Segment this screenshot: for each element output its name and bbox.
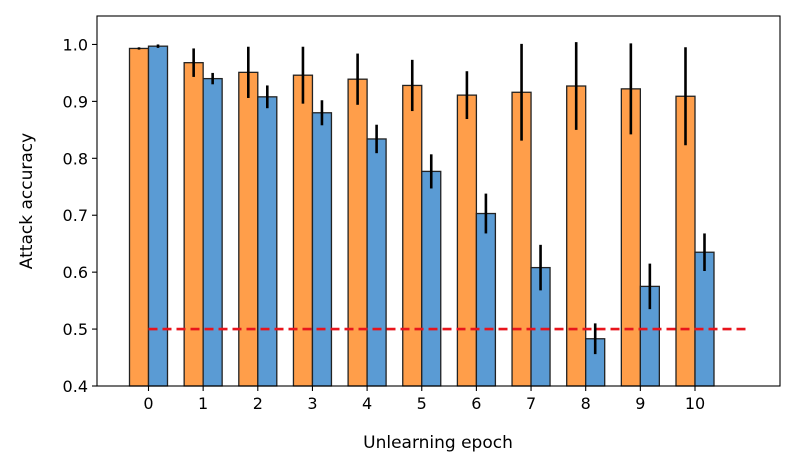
bar-series1-3 (292, 74, 314, 387)
y-axis: 0.4 0.5 0.6 0.7 0.8 0.9 1.0 (63, 35, 97, 396)
x-tick-label: 3 (307, 394, 317, 413)
bar-series2-4 (366, 138, 387, 387)
y-tick-label: 0.5 (63, 320, 88, 339)
bar-series2-0 (147, 45, 169, 387)
x-tick-label: 10 (685, 394, 705, 413)
x-tick-label: 2 (253, 394, 263, 413)
y-tick-label: 0.7 (63, 206, 88, 225)
y-tick-label: 1.0 (63, 35, 88, 54)
x-tick-label: 4 (362, 394, 372, 413)
bar-series2-1 (202, 77, 223, 387)
bar-series1-2 (238, 71, 259, 387)
x-tick-label: 8 (581, 394, 591, 413)
bar-series1-0 (128, 47, 150, 387)
bar-series2-6 (475, 212, 497, 387)
x-axis: 0 1 2 3 4 5 6 7 8 9 10 (143, 386, 705, 413)
x-tick-label: 5 (417, 394, 427, 413)
bar-series1-8 (566, 85, 587, 387)
x-tick-label: 1 (198, 394, 208, 413)
plot-frame (96, 15, 781, 387)
x-tick-label: 0 (143, 394, 153, 413)
y-tick-label: 0.6 (63, 263, 88, 282)
bar-series1-1 (183, 62, 204, 387)
y-tick-label: 0.8 (63, 149, 88, 168)
y-axis-label: Attack accuracy (17, 133, 37, 269)
error-bars-layer (137, 42, 706, 355)
bar-series1-5 (402, 84, 423, 387)
x-axis-label: Unlearning epoch (363, 433, 513, 453)
bar-series1-6 (456, 94, 478, 387)
bars-layer (128, 45, 715, 387)
bar-series1-4 (347, 78, 368, 387)
bar-series2-5 (421, 170, 442, 387)
bar-series2-2 (257, 96, 278, 387)
x-tick-label: 9 (635, 394, 645, 413)
bar-series2-3 (311, 112, 333, 387)
bar-series2-10 (694, 251, 715, 387)
y-tick-label: 0.9 (63, 92, 88, 111)
x-tick-label: 7 (526, 394, 536, 413)
x-tick-label: 6 (471, 394, 481, 413)
y-tick-label: 0.4 (63, 377, 88, 396)
